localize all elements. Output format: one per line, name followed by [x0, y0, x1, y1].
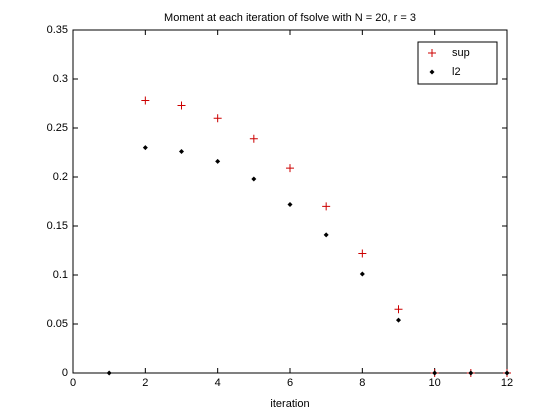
axes-box	[72, 29, 508, 374]
x-tick-label: 12	[501, 377, 513, 389]
point	[432, 370, 438, 376]
point	[504, 370, 510, 376]
point	[287, 201, 293, 207]
y-tick-label: 0.2	[53, 171, 68, 183]
point	[249, 134, 258, 143]
legend-label: l2	[452, 66, 461, 78]
point	[215, 158, 221, 164]
point	[251, 176, 257, 182]
legend-label: sup	[452, 47, 470, 59]
chart-title: Moment at each iteration of fsolve with …	[164, 12, 416, 24]
y-tick-label: 0.15	[47, 220, 68, 232]
x-tick-label: 8	[359, 377, 365, 389]
point	[177, 101, 186, 110]
y-tick-label: 0.05	[47, 318, 68, 330]
x-tick-label: 10	[429, 377, 441, 389]
legend-marker	[428, 49, 436, 57]
point	[468, 370, 474, 376]
point	[396, 317, 401, 323]
point	[179, 149, 184, 155]
point	[141, 96, 150, 105]
x-tick-label: 0	[70, 377, 76, 389]
point	[323, 232, 329, 238]
x-tick-label: 6	[287, 377, 293, 389]
point	[358, 249, 367, 258]
y-tick-label: 0	[62, 367, 68, 379]
x-axis-label: iteration	[270, 398, 309, 410]
y-tick-label: 0.1	[53, 269, 68, 281]
y-tick-label: 0.25	[47, 122, 68, 134]
y-tick-label: 0.3	[53, 73, 68, 85]
point	[359, 271, 365, 277]
point	[106, 370, 112, 376]
x-tick-label: 4	[215, 377, 221, 389]
x-tick-label: 2	[142, 377, 148, 389]
legend-marker	[429, 69, 435, 75]
legend: sup l2	[417, 41, 498, 85]
point	[213, 114, 222, 123]
point	[142, 145, 148, 151]
point	[286, 164, 294, 173]
legend-box	[417, 41, 498, 85]
point	[322, 202, 331, 211]
y-tick-label: 0.35	[47, 24, 68, 36]
point	[394, 305, 403, 314]
